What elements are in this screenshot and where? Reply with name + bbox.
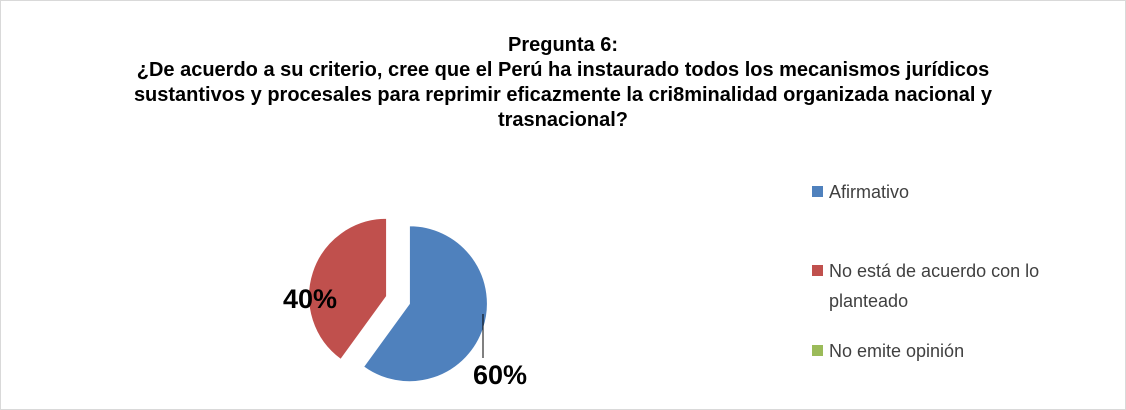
legend-swatch [812, 186, 823, 197]
pie-slice [308, 217, 388, 361]
legend-swatch [812, 345, 823, 356]
chart-title-block: Pregunta 6: ¿De acuerdo a su criterio, c… [130, 33, 996, 133]
data-label: 40% [283, 284, 337, 314]
chart-subtitle: ¿De acuerdo a su criterio, cree que el P… [133, 59, 993, 131]
legend-entry: Afirmativo [812, 177, 1112, 207]
legend-entry: No emite opinión [812, 336, 1112, 366]
chart-title: Pregunta 6: [507, 34, 619, 56]
legend-entry: No está de acuerdo con lo planteado [812, 256, 1112, 316]
legend-label: Afirmativo [829, 182, 910, 202]
legend-label: No emite opinión [829, 341, 965, 361]
data-label: 60% [473, 360, 527, 390]
pie-slice [362, 225, 488, 383]
legend-label: No está de acuerdo con lo planteado [829, 261, 1040, 311]
legend-swatch [812, 265, 823, 276]
